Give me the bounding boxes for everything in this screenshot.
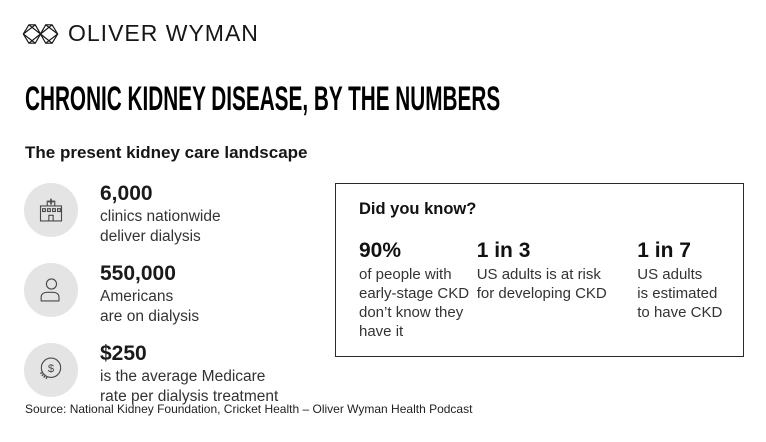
stat-description: clinics nationwide deliver dialysis	[100, 208, 221, 245]
stats-list: 6,000 clinics nationwide deliver dialysi…	[24, 183, 278, 407]
facts-row: 90% of people with early-stage CKD don’t…	[359, 239, 743, 341]
fact-item-prevalence: 1 in 7 US adults is estimated to have CK…	[637, 239, 743, 341]
stat-text: 550,000 Americans are on dialysis	[100, 263, 199, 327]
page-title: CHRONIC KIDNEY DISEASE, BY THE NUMBERS	[25, 80, 501, 118]
brand-header: OLIVER WYMAN	[22, 20, 259, 47]
svg-text:$: $	[48, 363, 55, 375]
oliver-wyman-logo-icon	[22, 22, 59, 46]
stat-item-dialysis-patients: 550,000 Americans are on dialysis	[24, 263, 278, 327]
stat-value: 550,000	[100, 262, 176, 285]
stat-item-medicare-rate: $ $250 is the average Medicare rate per …	[24, 343, 278, 407]
fact-text: US adults is estimated to have CKD	[637, 266, 723, 321]
brand-name: OLIVER WYMAN	[68, 20, 259, 46]
stat-description: Americans are on dialysis	[100, 288, 200, 325]
fact-value: 1 in 3	[476, 239, 531, 262]
stat-text: 6,000 clinics nationwide deliver dialysi…	[100, 183, 221, 247]
stat-item-clinics: 6,000 clinics nationwide deliver dialysi…	[24, 183, 278, 247]
fact-text: of people with early-stage CKD don’t kno…	[359, 266, 470, 340]
dollar-coin-icon: $	[24, 343, 78, 397]
fact-item-at-risk: 1 in 3 US adults is at risk for developi…	[477, 239, 638, 341]
stat-value: $250	[100, 342, 147, 365]
fact-item-awareness: 90% of people with early-stage CKD don’t…	[359, 239, 477, 341]
section-heading: The present kidney care landscape	[25, 143, 308, 162]
stat-text: $250 is the average Medicare rate per di…	[100, 343, 278, 407]
person-icon	[24, 263, 78, 317]
source-note: Source: National Kidney Foundation, Cric…	[25, 402, 473, 416]
clinic-building-icon	[24, 183, 78, 237]
stat-description: is the average Medicare rate per dialysi…	[100, 368, 279, 405]
stat-value: 6,000	[100, 182, 153, 205]
fact-value: 90%	[359, 239, 402, 262]
panel-heading: Did you know?	[359, 200, 477, 218]
fact-value: 1 in 7	[637, 239, 691, 262]
did-you-know-panel: Did you know? 90% of people with early-s…	[335, 183, 744, 357]
fact-text: US adults is at risk for developing CKD	[476, 266, 607, 302]
